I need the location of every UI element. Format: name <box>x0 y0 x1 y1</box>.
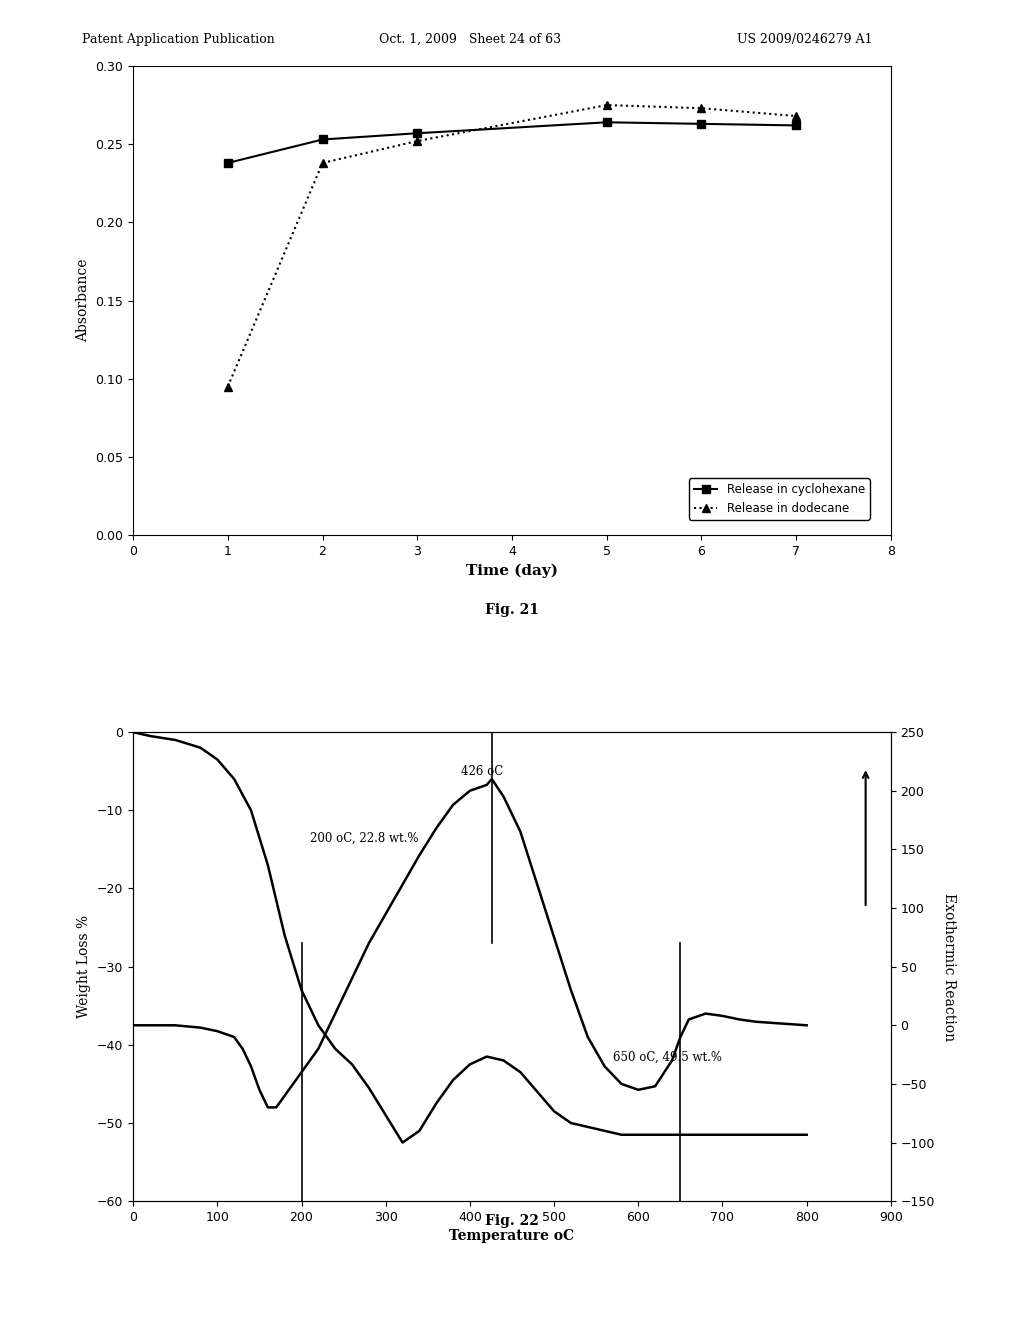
Text: Fig. 21: Fig. 21 <box>485 603 539 616</box>
Text: Fig. 22: Fig. 22 <box>485 1214 539 1228</box>
Text: US 2009/0246279 A1: US 2009/0246279 A1 <box>737 33 872 46</box>
Text: 200 oC, 22.8 wt.%: 200 oC, 22.8 wt.% <box>310 832 419 845</box>
Release in dodecane <box>411 133 424 149</box>
X-axis label: Temperature oC: Temperature oC <box>450 1229 574 1243</box>
Y-axis label: Exothermic Reaction: Exothermic Reaction <box>942 892 955 1040</box>
Release in dodecane <box>221 379 233 395</box>
Release in cyclohexane <box>316 132 329 148</box>
Release in cyclohexane <box>221 154 233 170</box>
Release in dodecane <box>695 100 708 116</box>
X-axis label: Time (day): Time (day) <box>466 564 558 578</box>
Text: Patent Application Publication: Patent Application Publication <box>82 33 274 46</box>
Y-axis label: Weight Loss %: Weight Loss % <box>78 915 91 1018</box>
Release in cyclohexane <box>600 115 612 131</box>
Release in dodecane <box>316 154 329 170</box>
Release in cyclohexane <box>791 117 803 133</box>
Legend: Release in cyclohexane, Release in dodecane: Release in cyclohexane, Release in dodec… <box>689 478 869 520</box>
Text: 650 oC, 49.5 wt.%: 650 oC, 49.5 wt.% <box>613 1051 722 1064</box>
Release in dodecane <box>791 108 803 124</box>
Text: 426 oC: 426 oC <box>462 766 504 777</box>
Y-axis label: Absorbance: Absorbance <box>76 259 90 342</box>
Line: Release in cyclohexane: Release in cyclohexane <box>223 117 801 168</box>
Release in cyclohexane <box>411 125 424 141</box>
Line: Release in dodecane: Release in dodecane <box>223 100 801 391</box>
Release in cyclohexane <box>695 116 708 132</box>
Release in dodecane <box>600 98 612 114</box>
Text: Oct. 1, 2009   Sheet 24 of 63: Oct. 1, 2009 Sheet 24 of 63 <box>379 33 561 46</box>
